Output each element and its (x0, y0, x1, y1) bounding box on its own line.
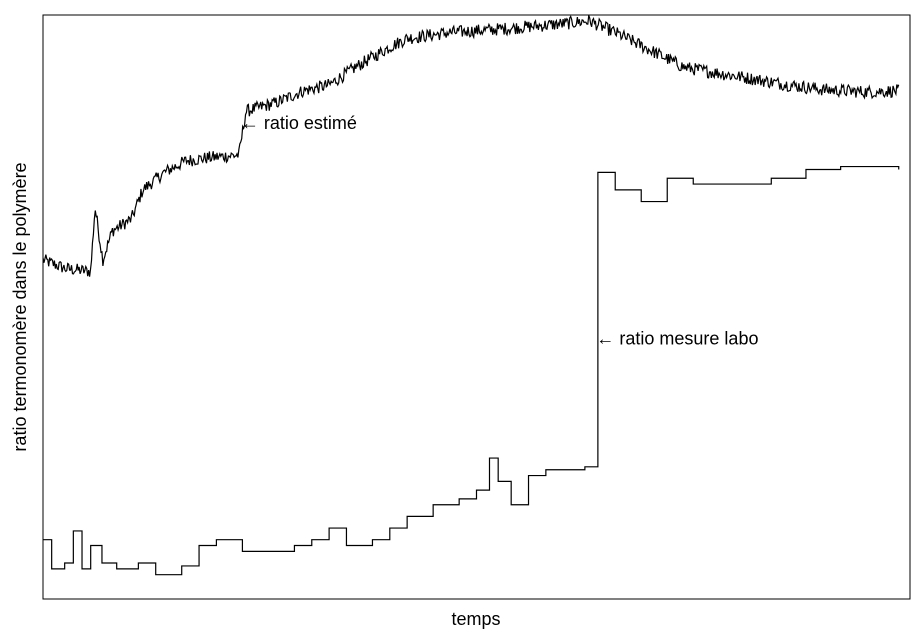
annotation-layer: ← ratio estimé← ratio mesure labo (241, 113, 759, 349)
annotation-label-2: ratio mesure labo (619, 329, 758, 349)
annotation-arrow-2: ← (596, 329, 614, 349)
plot-frame (42, 14, 911, 600)
series-layer (42, 15, 900, 576)
x-axis-label: temps (451, 609, 500, 629)
annotation-arrow-1: ← (241, 113, 259, 133)
annotation-label-1: ratio estimé (264, 113, 357, 133)
y-axis-label: ratio termonomère dans le polymère (10, 162, 30, 451)
series-line-2 (43, 165, 900, 576)
series-line-1 (42, 15, 900, 277)
